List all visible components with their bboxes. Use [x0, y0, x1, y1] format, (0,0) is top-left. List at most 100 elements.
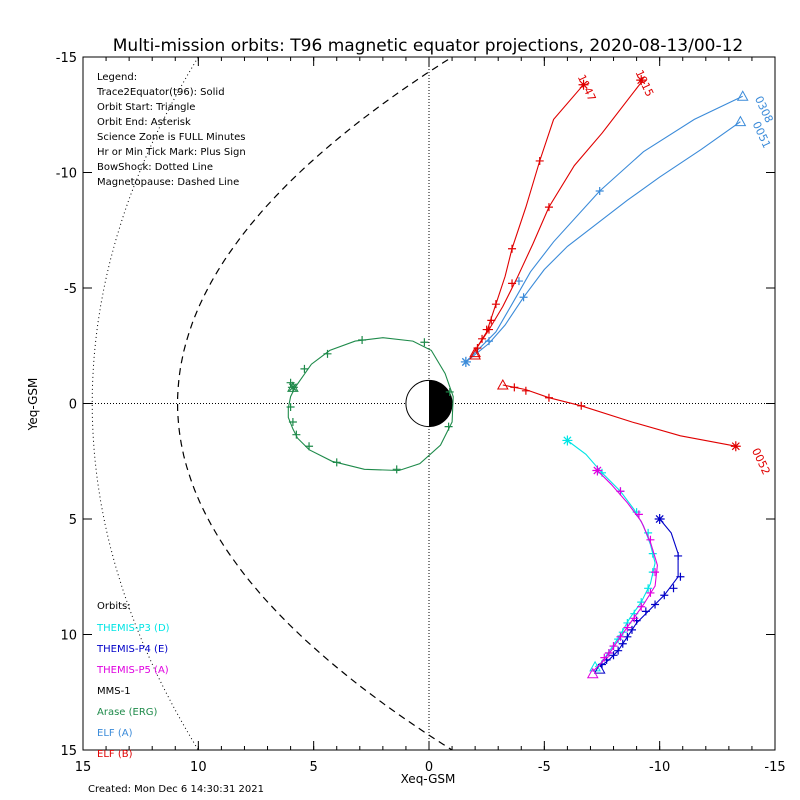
orbit-tick-mark	[508, 279, 517, 288]
orbit-start-marker	[469, 348, 481, 360]
orbit-start-marker	[496, 378, 509, 390]
orbit-tick-mark	[292, 430, 301, 439]
orbit-tick-mark	[646, 588, 655, 597]
orbit-start-marker	[593, 663, 606, 674]
x-tick-label: 5	[310, 760, 318, 775]
orbit-end-marker	[636, 75, 647, 86]
orbit-tick-mark	[676, 572, 685, 581]
orbit-line	[567, 440, 656, 668]
orbit-end-marker	[730, 441, 741, 452]
orbit-tick-mark	[651, 568, 660, 577]
orbit-tick-mark	[630, 614, 639, 623]
orbit-tick-mark	[519, 293, 528, 302]
orbit-line	[287, 337, 454, 472]
orbit-tick-mark	[616, 487, 625, 496]
orbit-tick-mark	[491, 300, 500, 309]
x-tick-label: 15	[75, 760, 92, 775]
orbit-tick-mark	[478, 334, 487, 343]
legend-line: Orbit End: Asterisk	[97, 117, 191, 128]
created-timestamp: Created: Mon Dec 6 14:30:31 2021	[88, 784, 264, 795]
orbit-line	[474, 82, 642, 351]
orbit-tick-mark	[644, 584, 653, 593]
orbit-tick-mark	[604, 648, 613, 657]
orbit-tick-mark	[634, 510, 643, 519]
orbit-tick-mark	[300, 364, 309, 373]
orbit-tick-mark	[305, 442, 314, 451]
y-tick-label: -10	[56, 167, 77, 182]
orbit-tick-mark	[627, 625, 636, 634]
orbit-tick-mark	[358, 335, 367, 344]
y-tick-label: -15	[56, 51, 77, 66]
x-tick-label: 10	[190, 760, 207, 775]
orbit-tick-mark	[510, 383, 519, 392]
y-tick-label: 15	[60, 744, 77, 759]
legend-line: Legend:	[97, 72, 137, 83]
legend-line: Magnetopause: Dashed Line	[97, 177, 239, 188]
legend-line: Hr or Min Tick Mark: Plus Sign	[97, 147, 246, 158]
legend-line: Orbit Start: Triangle	[97, 102, 195, 113]
orbit-tick-mark	[641, 607, 650, 616]
orbit-tick-mark	[644, 528, 653, 537]
x-tick-label: -15	[764, 760, 785, 775]
orbit-end-marker	[562, 435, 573, 446]
orbit-start-marker	[734, 115, 747, 127]
orbit-tick-mark	[623, 623, 632, 632]
orbit-tick-mark	[323, 349, 332, 358]
orbit-tick-mark	[595, 186, 604, 195]
orbit-start-marker	[586, 667, 599, 679]
orbit-tick-mark	[535, 156, 544, 165]
y-tick-label: 10	[60, 629, 77, 644]
orbit-end-marker	[654, 514, 665, 524]
orbit-tick-mark	[614, 646, 623, 655]
orbit-line	[599, 518, 679, 668]
x-tick-label: -10	[649, 760, 670, 775]
legend-line: Trace2Equator(t96): Solid	[96, 87, 225, 98]
x-tick-label: 0	[425, 760, 433, 775]
legend-line: Science Zone is FULL Minutes	[97, 132, 246, 143]
orbit-tick-mark	[600, 653, 609, 662]
orbit-tick-mark	[616, 632, 625, 641]
orbit-tick-mark	[392, 465, 401, 474]
orbit-legend-entry: Arase (ERG)	[97, 707, 158, 718]
orbit-tick-mark	[660, 591, 669, 600]
orbit-tick-mark	[544, 393, 553, 402]
orbit-tick-mark	[623, 632, 632, 641]
orbit-tick-mark	[484, 325, 493, 334]
orbit-legend-entry: THEMIS-P4 (E)	[96, 644, 168, 655]
orbit-start-marker	[469, 346, 481, 358]
orbit-tick-mark	[674, 551, 683, 560]
orbit-tick-mark	[514, 277, 523, 286]
orbit-tick-mark	[444, 422, 453, 431]
orbit-tick-mark	[609, 642, 618, 651]
orbit-tick-mark	[651, 600, 660, 609]
orbits-header: Orbits:	[97, 601, 131, 612]
orbit-tick-mark	[288, 417, 297, 426]
orbit-tick-mark	[669, 584, 678, 593]
chart-title: Multi-mission orbits: T96 magnetic equat…	[113, 36, 744, 56]
orbit-legend-entry: ELF (A)	[97, 728, 133, 739]
orbit-tick-mark	[544, 203, 553, 212]
orbit-tick-mark	[646, 535, 655, 544]
orbit-series	[593, 514, 685, 674]
orbit-tick-mark	[445, 387, 454, 396]
orbit-line	[465, 121, 741, 363]
orbit-legend-entry: MMS-1	[97, 686, 131, 697]
y-axis-label: Yeq-GSM	[26, 378, 40, 432]
orbit-tick-mark	[609, 651, 618, 660]
orbit-legend-entry: THEMIS-P3 (D)	[96, 623, 170, 634]
orbit-tick-mark	[332, 458, 341, 467]
x-tick-label: -5	[538, 760, 551, 775]
orbit-tick-mark	[508, 244, 517, 253]
orbit-start-marker	[736, 90, 749, 101]
y-tick-label: 5	[69, 513, 77, 528]
orbit-series	[586, 465, 660, 679]
orbit-tick-mark	[577, 401, 586, 410]
orbit-line	[592, 470, 658, 672]
magnetopause-line	[177, 57, 454, 750]
orbit-tick-mark	[286, 402, 295, 411]
orbit-tick-mark	[618, 628, 627, 637]
orbit-end-marker	[460, 356, 471, 367]
orbit-legend-entry: ELF (B)	[97, 749, 133, 760]
orbit-tick-mark	[637, 602, 646, 611]
